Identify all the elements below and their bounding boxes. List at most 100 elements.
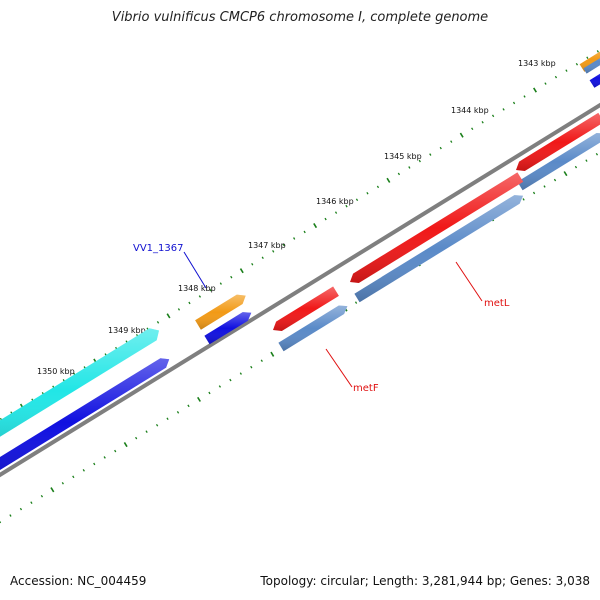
gene-blue-left-shading	[0, 358, 170, 470]
minor-tick	[282, 243, 285, 247]
minor-tick	[219, 282, 222, 285]
gene-red-metf-shading	[273, 286, 339, 331]
ruler-label-1350: 1350 kbp	[37, 367, 75, 376]
minor-tick	[554, 75, 558, 79]
minor-tick	[261, 256, 264, 260]
gene-steelblue-metf-shading	[278, 305, 348, 352]
gene-orange-vv1-1367-shading	[195, 294, 246, 330]
gene-red-metl-shading	[350, 172, 524, 283]
minor-tick	[177, 308, 181, 311]
minor-tick	[418, 159, 421, 163]
major-tick	[166, 313, 171, 319]
minor-tick	[471, 127, 474, 131]
minor-tick	[272, 250, 275, 253]
minor-tick	[239, 372, 242, 375]
gene-blue-top-right-shading	[589, 73, 600, 88]
ruler-label-1347: 1347 kbp	[248, 241, 286, 250]
minor-tick	[156, 321, 160, 324]
minor-tick	[155, 423, 159, 427]
minor-tick	[522, 198, 525, 201]
minor-tick	[103, 456, 106, 459]
major-tick	[386, 177, 391, 183]
minor-tick	[565, 69, 568, 72]
minor-tick	[93, 462, 96, 466]
ruler-label-1345: 1345 kbp	[384, 152, 422, 161]
minor-tick	[397, 172, 401, 176]
minor-tick	[491, 114, 495, 118]
minor-tick	[502, 108, 505, 111]
minor-tick	[355, 198, 359, 202]
minor-tick	[230, 275, 233, 279]
gene-blue-vv1-1367-shading	[204, 312, 252, 345]
outer-ruler-ticks	[0, 50, 599, 421]
minor-tick	[114, 449, 117, 453]
minor-tick	[543, 185, 546, 188]
major-tick	[563, 171, 568, 177]
accession-text: Accession: NC_004459	[10, 574, 147, 588]
major-tick	[239, 268, 244, 274]
minor-tick	[176, 411, 180, 414]
minor-tick	[334, 211, 338, 214]
minor-tick	[450, 140, 453, 143]
minor-tick	[218, 385, 222, 388]
vv1-1367-leader-line	[183, 251, 207, 289]
minor-tick	[188, 301, 191, 305]
ruler-label-1349: 1349 kbp	[108, 326, 146, 335]
ruler-labels: 1343 kbp 1344 kbp 1345 kbp 1346 kbp 1347…	[37, 59, 556, 376]
minor-tick	[324, 217, 327, 221]
minor-tick	[439, 146, 442, 150]
major-tick	[50, 487, 55, 493]
minor-tick	[166, 417, 169, 421]
gene-steelblue-top-right-shading	[583, 58, 600, 74]
minor-tick	[9, 514, 12, 517]
genome-backbone	[0, 102, 600, 478]
minor-tick	[408, 166, 411, 169]
minor-tick	[354, 301, 358, 304]
minor-tick	[82, 469, 85, 472]
minor-tick	[251, 262, 254, 266]
minor-tick	[303, 230, 306, 234]
major-tick	[123, 441, 128, 448]
major-tick	[313, 222, 318, 229]
major-tick	[459, 132, 464, 138]
gene-steelblue-upper-shading	[517, 133, 600, 191]
minor-tick	[208, 391, 211, 395]
topology-summary-text: Topology: circular; Length: 3,281,944 bp…	[260, 574, 590, 588]
minor-tick	[523, 95, 526, 98]
gene-label-metl[interactable]: metL	[484, 298, 510, 309]
minor-tick	[198, 295, 202, 298]
minor-tick	[366, 191, 369, 195]
minor-tick	[40, 494, 44, 498]
map-title: Vibrio vulnificus CMCP6 chromosome I, co…	[111, 10, 489, 25]
minor-tick	[574, 165, 578, 169]
minor-tick	[187, 404, 190, 408]
ruler-label-1348: 1348 kbp	[178, 284, 216, 293]
metf-leader-line	[325, 348, 353, 388]
minor-tick	[553, 178, 557, 182]
minor-tick	[30, 501, 33, 504]
gene-steelblue-metl-shading	[354, 195, 523, 303]
minor-tick	[532, 191, 536, 195]
major-tick	[270, 351, 275, 357]
minor-tick	[345, 204, 348, 208]
ruler-label-1346: 1346 kbp	[316, 197, 354, 206]
major-tick	[533, 87, 537, 93]
gene-red-metl-upper-shading	[516, 112, 600, 171]
minor-tick	[135, 436, 138, 440]
minor-tick	[596, 50, 599, 53]
minor-tick	[0, 520, 2, 524]
gene-label-vv1-1367[interactable]: VV1_1367	[133, 243, 184, 254]
minor-tick	[250, 365, 253, 369]
minor-tick	[61, 482, 64, 485]
gene-label-metf[interactable]: metF	[353, 383, 379, 394]
minor-tick	[512, 101, 516, 105]
minor-tick	[72, 475, 75, 479]
minor-tick	[575, 62, 579, 66]
minor-tick	[585, 159, 588, 162]
ruler-label-1344: 1344 kbp	[451, 106, 489, 115]
minor-tick	[481, 121, 484, 124]
minor-tick	[595, 152, 599, 156]
minor-tick	[260, 359, 263, 362]
minor-tick	[19, 507, 23, 511]
